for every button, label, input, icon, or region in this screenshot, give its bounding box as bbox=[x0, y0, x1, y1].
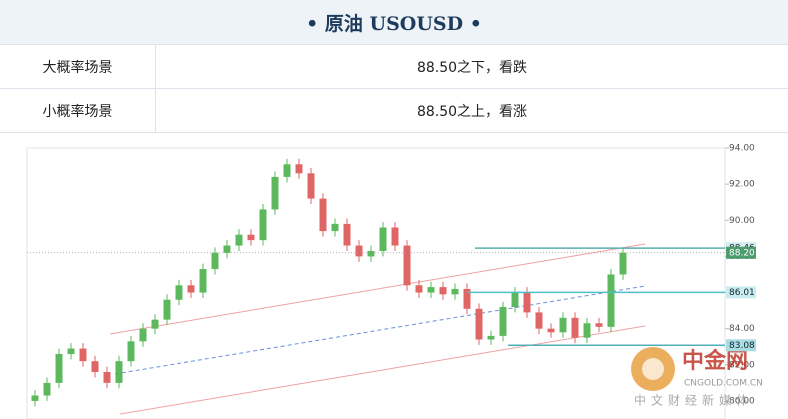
candle-body bbox=[31, 395, 39, 401]
price-label: 86.01 bbox=[729, 288, 755, 298]
price-label-box bbox=[726, 339, 756, 352]
watermark-text: CNGOLD.COM.CN bbox=[684, 379, 763, 389]
table-row: 大概率场景 88.50之下，看跌 bbox=[0, 45, 788, 89]
candle-body bbox=[595, 323, 603, 327]
candle-body bbox=[307, 173, 315, 199]
chart: 94.0092.0090.0088.0086.0084.0082.0080.00… bbox=[26, 144, 763, 419]
y-tick-label: 84.00 bbox=[729, 324, 755, 334]
candle-body bbox=[475, 308, 483, 340]
candle-body bbox=[175, 285, 183, 300]
y-tick-label: 90.00 bbox=[729, 216, 755, 226]
watermark: 中金网 CNGOLD.COM.CN 中文财经新媒体 bbox=[631, 347, 763, 408]
candle-body bbox=[295, 164, 303, 174]
candle-body bbox=[463, 288, 471, 309]
candle-body bbox=[331, 223, 339, 232]
candle-body bbox=[43, 382, 51, 396]
candle-body bbox=[187, 285, 195, 293]
cell: 88.50之下，看跌 bbox=[416, 59, 528, 76]
candle-body bbox=[415, 285, 423, 293]
price-label-box bbox=[726, 286, 756, 299]
candle-body bbox=[223, 245, 231, 253]
candle-body bbox=[607, 274, 615, 327]
candle-body bbox=[499, 306, 507, 336]
cell: 大概率场景 bbox=[0, 45, 156, 88]
candle-body bbox=[151, 319, 159, 329]
watermark-text: 中金网 bbox=[682, 348, 748, 374]
price-label: 88.20 bbox=[729, 248, 755, 258]
candle-body bbox=[451, 288, 459, 295]
candle-body bbox=[103, 372, 111, 383]
candle-body bbox=[439, 287, 447, 295]
candle-body bbox=[511, 292, 519, 307]
candle-body bbox=[427, 287, 435, 293]
candle-body bbox=[199, 269, 207, 293]
cell: 小概率场景 bbox=[0, 89, 156, 132]
candle-body bbox=[367, 250, 375, 257]
candle-body bbox=[487, 335, 495, 340]
candle-body bbox=[139, 328, 147, 342]
cell: 88.50之上，看涨 bbox=[416, 103, 528, 120]
y-tick-label: 92.00 bbox=[729, 180, 755, 190]
candle-body bbox=[379, 227, 387, 251]
candle-body bbox=[115, 361, 123, 383]
candle-body bbox=[343, 223, 351, 246]
logo bbox=[642, 358, 664, 380]
y-tick-label: 80.00 bbox=[729, 396, 755, 406]
candle-body bbox=[247, 234, 255, 241]
y-tick-label: 82.00 bbox=[729, 360, 755, 370]
candle-body bbox=[235, 234, 243, 246]
candle-body bbox=[523, 292, 531, 313]
candle-body bbox=[259, 209, 267, 241]
price-label-box bbox=[726, 246, 756, 259]
candle-body bbox=[355, 245, 363, 257]
candle-body bbox=[79, 348, 87, 362]
candle-body bbox=[163, 299, 171, 320]
channel-lower bbox=[119, 325, 646, 415]
candle-body bbox=[55, 353, 63, 383]
candle-body bbox=[127, 341, 135, 362]
watermark-text: 中文财经新媒体 bbox=[634, 393, 753, 408]
candle-body bbox=[319, 198, 327, 232]
table-row: 小概率场景 88.50之上，看涨 bbox=[0, 89, 788, 133]
candle-body bbox=[571, 317, 579, 338]
candle-body bbox=[391, 227, 399, 246]
title: • 原油 USOUSD • bbox=[0, 0, 788, 45]
price-label: 83.08 bbox=[729, 341, 755, 351]
candle-body bbox=[619, 252, 627, 275]
candle-body bbox=[271, 176, 279, 210]
candle-body bbox=[211, 252, 219, 270]
candle-body bbox=[583, 323, 591, 338]
y-tick-label: 94.00 bbox=[729, 144, 755, 154]
candle-body bbox=[283, 164, 291, 177]
channel-upper bbox=[109, 243, 646, 335]
plot-area bbox=[26, 147, 726, 419]
candle-body bbox=[535, 312, 543, 329]
candle-body bbox=[559, 317, 567, 333]
candle-body bbox=[91, 361, 99, 373]
channel-mid bbox=[114, 285, 646, 375]
candle-body bbox=[403, 245, 411, 286]
candle-body bbox=[67, 348, 75, 354]
candle-body bbox=[547, 328, 555, 333]
